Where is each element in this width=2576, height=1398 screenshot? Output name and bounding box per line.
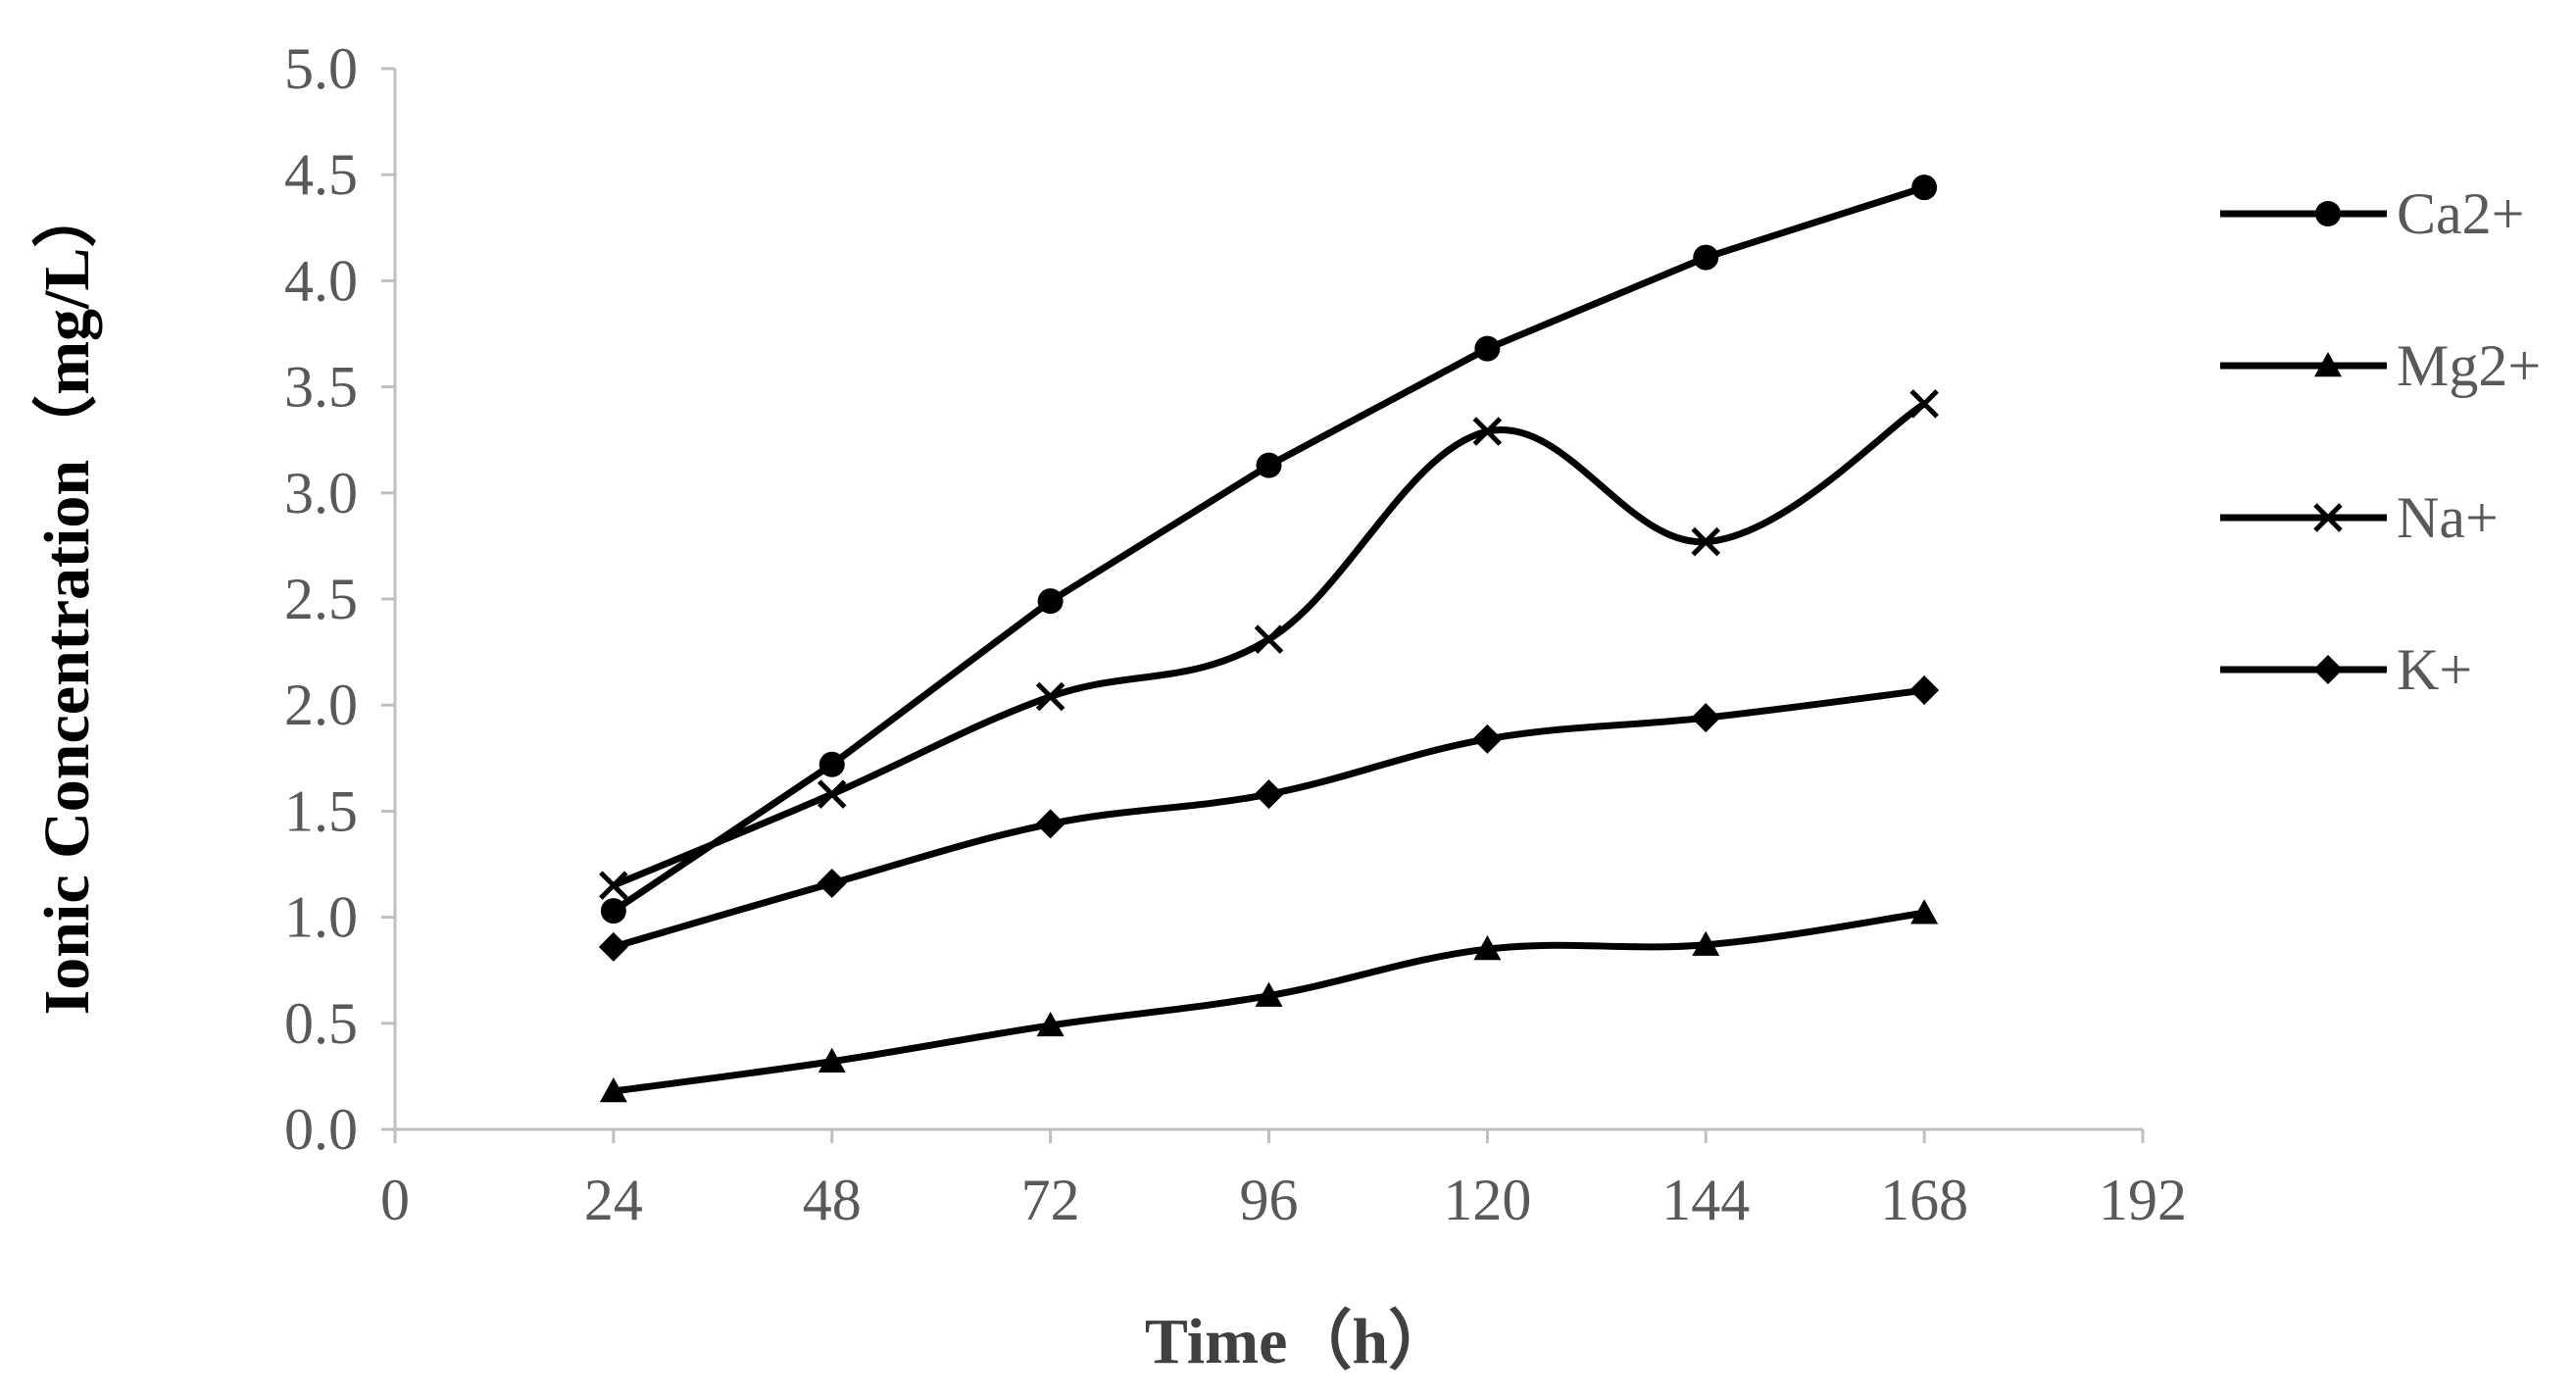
y-tick-label: 3.5 (284, 355, 358, 420)
series-k (599, 675, 1939, 962)
line-chart: 0.0 0.5 1.0 1.5 2.0 2.5 3.0 3.5 4.0 4.5 5.0 0 24 48 7… (0, 0, 2576, 1398)
legend-label: Ca2+ (2397, 181, 2525, 246)
data-point-k (1472, 724, 1502, 754)
y-tick-label: 0.5 (284, 991, 358, 1056)
legend-item-mg2: Mg2+ (2220, 333, 2541, 398)
data-point-k (1036, 809, 1065, 838)
x-tick-label: 120 (1443, 1168, 1531, 1232)
data-point-na (1911, 391, 1937, 417)
data-point-ca2 (601, 898, 626, 924)
x-axis-ticks: 0 24 48 72 96 120 144 168 192 (380, 1129, 2187, 1232)
x-tick-label: 96 (1240, 1168, 1299, 1232)
plot-area (395, 69, 2143, 1129)
y-tick-label: 1.0 (284, 885, 358, 950)
y-tick-label: 0.0 (284, 1097, 358, 1162)
data-point-k (1909, 675, 1939, 705)
x-tick-label: 144 (1661, 1168, 1750, 1232)
data-point-ca2 (819, 752, 845, 777)
data-point-na (819, 781, 845, 807)
series-mg2 (600, 899, 1938, 1102)
series-group (599, 175, 1939, 1102)
x-tick-label: 48 (803, 1168, 862, 1232)
data-point-ca2 (1911, 175, 1937, 200)
legend: Ca2+ Mg2+ Na+ K+ (2220, 181, 2541, 702)
x-tick-label: 24 (584, 1168, 643, 1232)
legend-item-ca2: Ca2+ (2220, 181, 2525, 246)
y-tick-label: 1.5 (284, 778, 358, 843)
data-point-ca2 (1693, 245, 1718, 271)
x-tick-label: 192 (2099, 1168, 2187, 1232)
legend-item-k: K+ (2220, 637, 2472, 702)
legend-item-na: Na+ (2220, 485, 2499, 550)
series-line-k (614, 690, 1924, 947)
data-point-ca2 (1257, 453, 1282, 478)
data-point-ca2 (1474, 336, 1500, 362)
data-point-k (1691, 703, 1720, 732)
x-tick-label: 168 (1880, 1168, 1968, 1232)
y-axis-title: Ionic Concentration（mg/L） (30, 183, 103, 1016)
x-axis-title: Time（h） (1145, 1305, 1453, 1377)
data-point-k (599, 932, 628, 962)
legend-label: K+ (2397, 637, 2472, 702)
legend-label: Na+ (2397, 485, 2499, 550)
legend-label: Mg2+ (2397, 333, 2541, 398)
y-tick-label: 4.5 (284, 142, 358, 207)
y-tick-label: 2.5 (284, 567, 358, 631)
y-tick-label: 2.0 (284, 673, 358, 737)
data-point-k (817, 869, 847, 898)
series-ca2 (601, 175, 1937, 924)
y-tick-label: 3.0 (284, 461, 358, 525)
legend-marker-icon (2315, 201, 2341, 226)
x-tick-label: 0 (380, 1168, 410, 1232)
legend-marker-icon (2313, 655, 2343, 684)
data-point-k (1255, 779, 1284, 809)
y-tick-label: 5.0 (284, 36, 358, 101)
x-tick-label: 72 (1021, 1168, 1080, 1232)
y-axis-ticks: 0.0 0.5 1.0 1.5 2.0 2.5 3.0 3.5 4.0 4.5 5.0 (284, 36, 395, 1162)
data-point-ca2 (1038, 588, 1064, 614)
y-tick-label: 4.0 (284, 248, 358, 313)
data-point-na (1257, 626, 1282, 652)
